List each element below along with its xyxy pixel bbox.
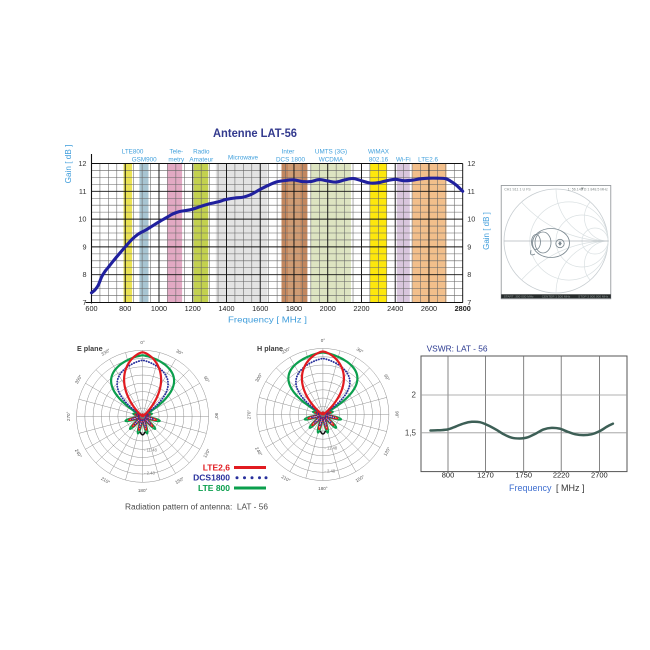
- svg-text:300°: 300°: [254, 372, 263, 383]
- svg-text:30°: 30°: [175, 348, 184, 356]
- svg-text:300°: 300°: [74, 374, 83, 385]
- svg-text:120°: 120°: [202, 448, 211, 459]
- svg-text:10: 10: [78, 215, 86, 224]
- svg-text:2220: 2220: [553, 471, 570, 480]
- svg-text:LTE2.6: LTE2.6: [418, 156, 438, 163]
- svg-text:1000: 1000: [151, 304, 167, 313]
- svg-text:WCDMA: WCDMA: [319, 156, 344, 163]
- svg-text:LTE800: LTE800: [122, 148, 144, 155]
- svg-text:Radiation pattern of antenna:: Radiation pattern of antenna: LAT - 56: [125, 502, 268, 512]
- svg-text:12: 12: [78, 159, 86, 168]
- svg-text:1: 56.148 Ω 1 848.5 MHz: 1: 56.148 Ω 1 848.5 MHz: [568, 188, 608, 192]
- svg-text:1750: 1750: [515, 471, 532, 480]
- svg-text:Microwave: Microwave: [228, 155, 259, 162]
- svg-text:9: 9: [82, 242, 86, 251]
- svg-text:150°: 150°: [355, 474, 366, 483]
- svg-text:1200: 1200: [185, 304, 201, 313]
- svg-text:GSM900: GSM900: [132, 156, 157, 163]
- svg-text:2000: 2000: [320, 304, 336, 313]
- svg-text:2800: 2800: [455, 304, 471, 313]
- svg-text:600: 600: [85, 304, 97, 313]
- svg-text:Amateur: Amateur: [189, 156, 213, 163]
- svg-text:Antenne LAT-56: Antenne LAT-56: [213, 128, 297, 140]
- svg-text:E plane: E plane: [77, 344, 103, 353]
- svg-text:2400: 2400: [387, 304, 403, 313]
- svg-text:LTE2,6: LTE2,6: [203, 463, 231, 473]
- svg-text:UMTS (3G): UMTS (3G): [315, 148, 347, 155]
- svg-text:START .300 000 MHz: START .300 000 MHz: [504, 295, 534, 299]
- svg-text:270°: 270°: [247, 410, 252, 420]
- svg-text:330°: 330°: [100, 348, 111, 357]
- svg-text:WiMAX: WiMAX: [368, 148, 390, 155]
- svg-text:11: 11: [467, 187, 475, 196]
- svg-text:210°: 210°: [280, 474, 291, 483]
- svg-text:30°: 30°: [356, 347, 365, 355]
- svg-text:- 11.48: - 11.48: [324, 446, 337, 451]
- svg-text:- 11.48: - 11.48: [144, 447, 157, 452]
- svg-text:Wi-Fi: Wi-Fi: [396, 156, 411, 163]
- svg-text:1,5: 1,5: [405, 428, 417, 437]
- svg-text:7: 7: [467, 298, 471, 307]
- svg-text:330°: 330°: [281, 346, 292, 355]
- svg-text:CENTER 1 500 MHz: CENTER 1 500 MHz: [542, 295, 571, 299]
- svg-text:Gain [ dB ]: Gain [ dB ]: [482, 212, 491, 250]
- svg-text:2600: 2600: [421, 304, 437, 313]
- svg-text:0°: 0°: [321, 338, 326, 343]
- svg-text:Tele-: Tele-: [169, 148, 183, 155]
- svg-text:Gain [ dB ]: Gain [ dB ]: [64, 145, 73, 184]
- svg-text:120°: 120°: [383, 446, 392, 457]
- svg-text:802.16: 802.16: [369, 156, 389, 163]
- svg-text:metry: metry: [168, 156, 185, 163]
- svg-text:12: 12: [467, 159, 475, 168]
- svg-text:210°: 210°: [100, 476, 111, 485]
- svg-text:Frequency: Frequency: [509, 483, 552, 493]
- svg-text:STOP 3 000.000 MHz: STOP 3 000.000 MHz: [578, 295, 609, 299]
- svg-text:180°: 180°: [138, 488, 148, 493]
- svg-text:0°: 0°: [140, 340, 145, 345]
- svg-text:90°: 90°: [394, 411, 399, 418]
- svg-text:10: 10: [467, 215, 475, 224]
- svg-text:1800: 1800: [286, 304, 302, 313]
- svg-text:Frequency [ MHz ]: Frequency [ MHz ]: [228, 315, 307, 325]
- svg-text:800: 800: [442, 471, 455, 480]
- svg-text:1400: 1400: [218, 304, 234, 313]
- svg-text:8: 8: [467, 270, 471, 279]
- svg-text:1270: 1270: [477, 471, 494, 480]
- svg-text:240°: 240°: [254, 446, 263, 457]
- svg-text:CH1 S11 1 U FS: CH1 S11 1 U FS: [504, 188, 531, 192]
- svg-text:Inter: Inter: [282, 148, 295, 155]
- svg-text:H plane: H plane: [257, 344, 283, 353]
- svg-text:[ MHz ]: [ MHz ]: [556, 483, 585, 493]
- svg-text:270°: 270°: [66, 411, 71, 421]
- svg-text:2700: 2700: [591, 471, 608, 480]
- svg-text:150°: 150°: [174, 476, 185, 485]
- svg-text:180°: 180°: [318, 486, 328, 491]
- svg-text:LTE 800: LTE 800: [198, 483, 230, 493]
- svg-text:- 2.48: - 2.48: [324, 469, 335, 474]
- svg-text:11: 11: [79, 187, 87, 196]
- svg-text:8: 8: [82, 270, 86, 279]
- svg-text:VSWR: LAT - 56: VSWR: LAT - 56: [427, 345, 488, 354]
- svg-text:800: 800: [119, 304, 131, 313]
- svg-text:2200: 2200: [353, 304, 369, 313]
- svg-text:1600: 1600: [252, 304, 268, 313]
- svg-text:60°: 60°: [383, 373, 391, 382]
- svg-text:DCS 1800: DCS 1800: [276, 156, 306, 163]
- svg-text:240°: 240°: [74, 448, 83, 459]
- svg-text:7: 7: [82, 298, 86, 307]
- svg-text:60°: 60°: [203, 375, 211, 384]
- svg-text:2: 2: [412, 391, 417, 400]
- svg-text:Radio: Radio: [193, 148, 210, 155]
- svg-text:DCS1800: DCS1800: [193, 473, 230, 483]
- svg-text:9: 9: [467, 242, 471, 251]
- svg-text:- 2.48: - 2.48: [144, 470, 155, 475]
- svg-text:90°: 90°: [214, 413, 219, 420]
